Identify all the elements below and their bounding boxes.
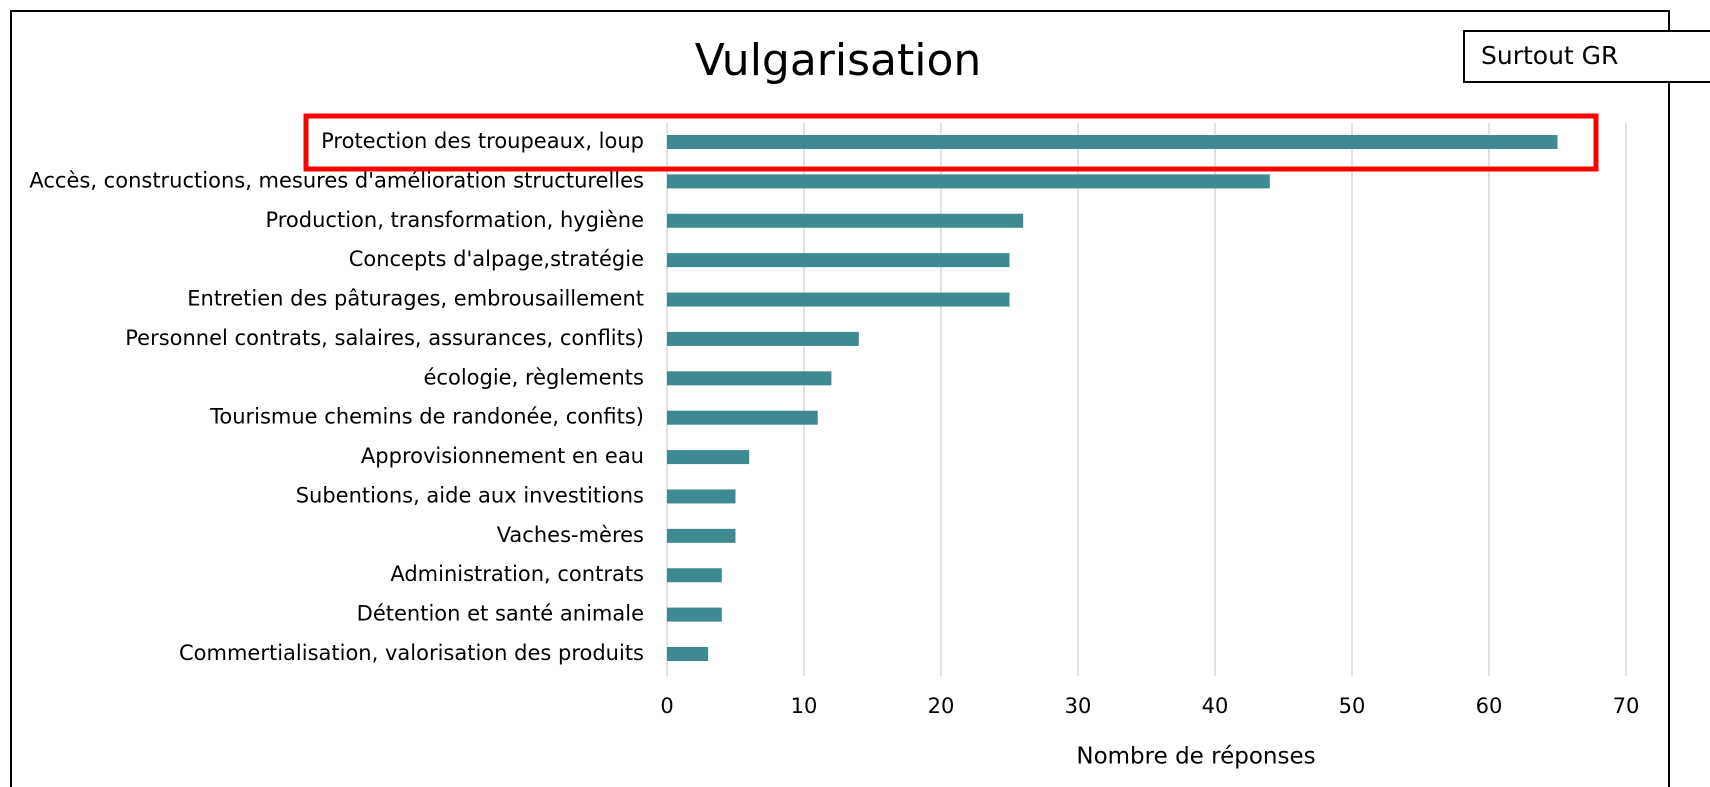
y-tick-label: Personnel contrats, salaires, assurances… — [125, 326, 644, 350]
y-tick-label: Administration, contrats — [390, 562, 644, 586]
x-tick-label: 60 — [1476, 694, 1503, 718]
bar — [667, 568, 722, 583]
bar — [667, 174, 1270, 189]
bar — [667, 213, 1024, 228]
y-tick-label: Approvisionnement en eau — [361, 444, 644, 468]
bar — [667, 647, 709, 661]
x-axis-label: Nombre de réponses — [1076, 744, 1315, 770]
y-tick-label: Commertialisation, valorisation des prod… — [179, 641, 644, 665]
annotation-box — [1463, 30, 1710, 83]
bar — [667, 331, 859, 346]
y-tick-label: Entretien des pâturages, embrousaillemen… — [187, 287, 644, 311]
y-tick-label: Vaches-mères — [497, 523, 644, 547]
y-tick-label: Production, transformation, hygiène — [265, 208, 644, 232]
x-tick-label: 50 — [1339, 694, 1366, 718]
x-tick-label: 0 — [660, 694, 673, 718]
annotation: Surtout GR — [1481, 41, 1618, 70]
y-tick-label: Concepts d'alpage,stratégie — [349, 247, 644, 271]
y-tick-label: Tourismue chemins de randonée, confits) — [209, 405, 644, 429]
bar — [667, 292, 1010, 307]
x-tick-label: 40 — [1202, 694, 1229, 718]
chart-border — [10, 10, 1670, 787]
bar — [667, 489, 736, 504]
y-tick-label: Subentions, aide aux investitions — [296, 483, 644, 507]
x-tick-label: 10 — [791, 694, 818, 718]
y-tick-label: Accès, constructions, mesures d'améliora… — [29, 168, 644, 192]
chart-title: Vulgarisation — [695, 35, 982, 86]
bar — [667, 528, 736, 543]
bar — [667, 371, 832, 386]
bar — [667, 410, 818, 425]
bar — [667, 253, 1010, 268]
bar — [667, 450, 750, 465]
bar — [667, 607, 722, 622]
x-tick-label: 20 — [928, 694, 955, 718]
x-tick-label: 30 — [1065, 694, 1092, 718]
x-tick-label: 70 — [1613, 694, 1640, 718]
y-tick-label: Protection des troupeaux, loup — [321, 129, 644, 153]
y-tick-label: Détention et santé animale — [357, 602, 644, 626]
bar — [667, 135, 1558, 149]
highlight-box — [303, 113, 1599, 172]
y-tick-label: écologie, règlements — [424, 365, 644, 389]
